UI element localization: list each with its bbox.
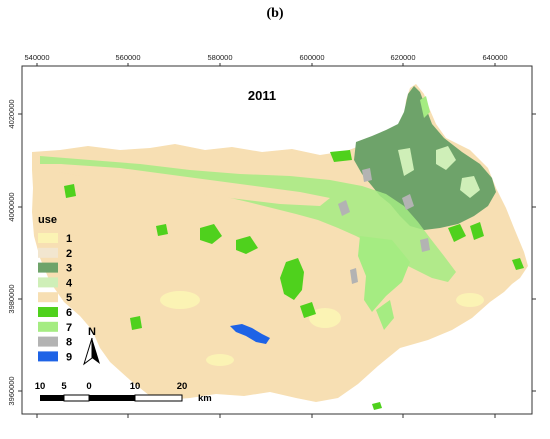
x-axis-top: 540000 560000 580000 600000 620000 64000… <box>24 53 508 66</box>
north-label: N <box>88 326 96 338</box>
scale-tick-label: 10 <box>35 381 46 392</box>
x-tick-label: 580000 <box>207 53 232 62</box>
legend-swatch <box>38 262 58 273</box>
scale-tick-label: 0 <box>86 381 91 392</box>
legend-label: 8 <box>66 337 72 349</box>
scale-tick-label: 5 <box>61 381 67 392</box>
legend-label: 7 <box>66 322 72 334</box>
study-region <box>32 84 528 410</box>
legend-swatch <box>38 321 58 332</box>
legend-swatch <box>38 292 58 303</box>
scale-tick-label: 20 <box>177 381 188 392</box>
north-arrow-icon: N <box>83 326 100 366</box>
legend: use 1 2 3 4 5 6 7 8 9 <box>38 214 73 363</box>
y-tick-label: 3960000 <box>7 376 16 405</box>
legend-swatch <box>38 336 58 347</box>
panel-label: (b) <box>266 6 284 21</box>
legend-swatch <box>38 351 58 362</box>
legend-swatch <box>38 307 58 317</box>
legend-label: 9 <box>66 351 72 363</box>
x-tick-label: 600000 <box>299 53 324 62</box>
scale-unit: km <box>198 393 212 404</box>
legend-label: 1 <box>66 233 72 245</box>
legend-swatch <box>38 233 58 243</box>
scale-bar: 10 5 0 10 20 km <box>35 381 212 404</box>
x-axis-bottom <box>36 414 496 418</box>
legend-label: 5 <box>66 292 72 304</box>
legend-label: 6 <box>66 307 72 319</box>
x-tick-label: 620000 <box>390 53 415 62</box>
legend-swatch <box>38 277 58 288</box>
legend-swatch <box>38 247 58 258</box>
legend-label: 4 <box>66 277 73 289</box>
y-tick-label: 3980000 <box>7 284 16 313</box>
y-axis-left: 4020000 4000000 3980000 3960000 <box>7 99 22 406</box>
y-tick-label: 4000000 <box>7 192 16 221</box>
legend-label: 2 <box>66 248 72 260</box>
lake <box>230 324 270 344</box>
scale-tick-label: 10 <box>130 381 141 392</box>
legend-label: 3 <box>66 263 72 275</box>
legend-title: use <box>38 214 57 226</box>
x-tick-label: 540000 <box>24 53 49 62</box>
y-tick-label: 4020000 <box>7 99 16 128</box>
x-tick-label: 640000 <box>482 53 507 62</box>
y-axis-right <box>532 113 536 392</box>
x-tick-label: 560000 <box>115 53 140 62</box>
map-year: 2011 <box>248 88 276 103</box>
